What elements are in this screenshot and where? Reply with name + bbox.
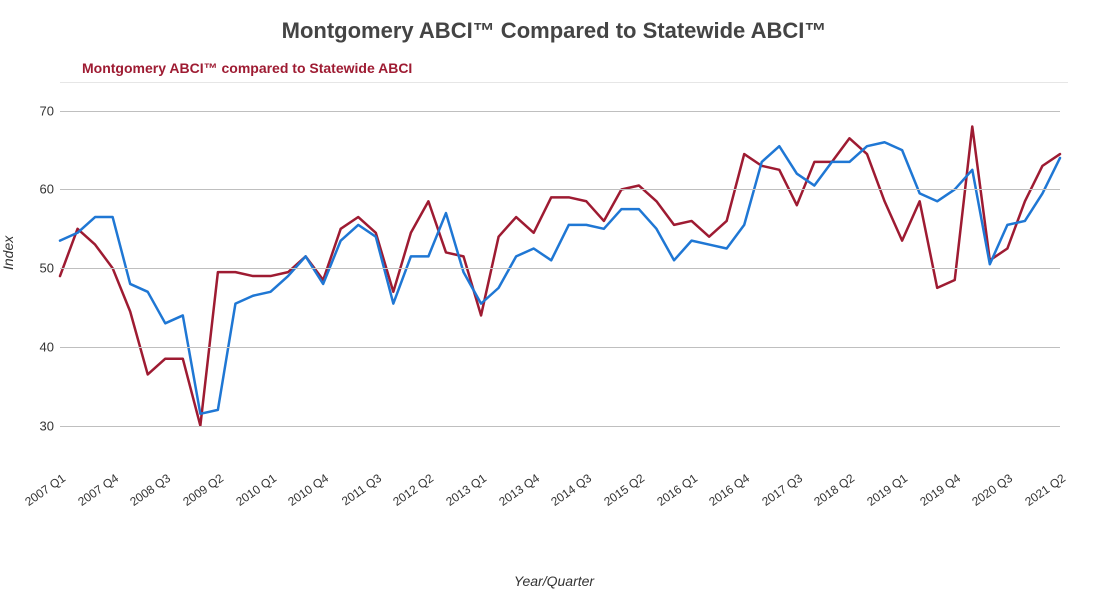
x-tick-label: 2019 Q4 — [917, 471, 963, 509]
y-tick-label: 50 — [24, 261, 54, 276]
x-tick-label: 2008 Q3 — [128, 471, 174, 509]
x-tick-label: 2010 Q4 — [285, 471, 331, 509]
legend-label: Montgomery ABCI™ compared to Statewide A… — [82, 60, 412, 76]
series-line — [60, 142, 1060, 414]
x-tick-label: 2020 Q3 — [970, 471, 1016, 509]
x-tick-label: 2010 Q1 — [233, 471, 279, 509]
grid-line — [60, 111, 1060, 112]
x-tick-label: 2018 Q2 — [812, 471, 858, 509]
x-tick-label: 2012 Q2 — [391, 471, 437, 509]
x-tick-label: 2017 Q3 — [759, 471, 805, 509]
chart-title: Montgomery ABCI™ Compared to Statewide A… — [0, 18, 1108, 44]
x-tick-label: 2007 Q1 — [22, 471, 68, 509]
x-tick-label: 2007 Q4 — [75, 471, 121, 509]
y-tick-label: 70 — [24, 103, 54, 118]
y-tick-label: 40 — [24, 339, 54, 354]
x-tick-label: 2016 Q1 — [654, 471, 700, 509]
grid-line — [60, 189, 1060, 190]
chart-container: Montgomery ABCI™ Compared to Statewide A… — [0, 0, 1108, 601]
y-axis-title: Index — [0, 236, 16, 270]
x-tick-label: 2021 Q2 — [1022, 471, 1068, 509]
x-axis-title: Year/Quarter — [0, 573, 1108, 589]
grid-line — [60, 426, 1060, 427]
grid-line — [60, 347, 1060, 348]
series-lines — [60, 95, 1060, 465]
x-tick-label: 2016 Q4 — [706, 471, 752, 509]
grid-line — [60, 268, 1060, 269]
y-tick-label: 30 — [24, 418, 54, 433]
x-tick-label: 2011 Q3 — [339, 471, 384, 508]
x-tick-label: 2013 Q4 — [496, 471, 542, 509]
x-tick-label: 2014 Q3 — [549, 471, 595, 509]
x-tick-label: 2013 Q1 — [443, 471, 489, 509]
x-tick-label: 2009 Q2 — [180, 471, 226, 509]
x-tick-label: 2019 Q1 — [864, 471, 910, 509]
plot-area: 30405060702007 Q12007 Q42008 Q32009 Q220… — [60, 95, 1060, 465]
x-tick-label: 2015 Q2 — [601, 471, 647, 509]
legend-rule — [60, 82, 1068, 83]
y-tick-label: 60 — [24, 182, 54, 197]
